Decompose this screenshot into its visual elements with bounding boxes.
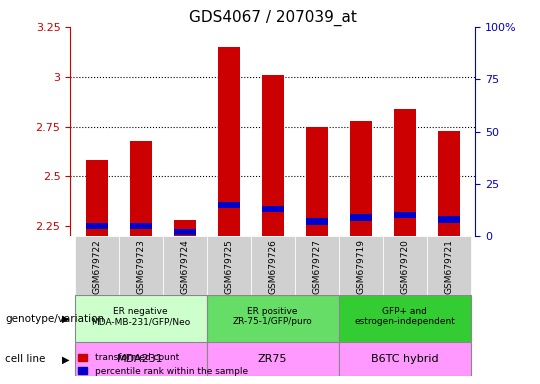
Bar <box>339 342 471 376</box>
Bar <box>174 220 195 236</box>
Bar <box>306 127 328 236</box>
Bar <box>262 206 284 212</box>
Bar <box>295 236 339 295</box>
Bar <box>438 131 460 236</box>
Bar <box>438 217 460 223</box>
Bar <box>262 75 284 236</box>
Bar <box>86 223 107 229</box>
Text: GSM679721: GSM679721 <box>444 239 453 294</box>
Bar <box>339 295 471 342</box>
Bar <box>218 47 240 236</box>
Bar <box>163 236 207 295</box>
Text: GSM679724: GSM679724 <box>180 239 189 294</box>
Title: GDS4067 / 207039_at: GDS4067 / 207039_at <box>189 9 356 25</box>
Bar <box>427 236 471 295</box>
Bar <box>207 342 339 376</box>
Bar <box>75 342 207 376</box>
Bar <box>394 109 416 236</box>
Bar <box>383 236 427 295</box>
Bar <box>339 236 383 295</box>
Text: B6TC hybrid: B6TC hybrid <box>371 354 438 364</box>
Text: ER positive
ZR-75-1/GFP/puro: ER positive ZR-75-1/GFP/puro <box>233 307 313 326</box>
Bar <box>350 121 372 236</box>
Text: genotype/variation: genotype/variation <box>5 314 105 324</box>
Text: GSM679725: GSM679725 <box>224 239 233 294</box>
Text: GSM679723: GSM679723 <box>136 239 145 294</box>
Text: GSM679722: GSM679722 <box>92 239 101 294</box>
Bar <box>218 202 240 208</box>
Bar <box>207 295 339 342</box>
Text: GSM679719: GSM679719 <box>356 239 365 294</box>
Text: GSM679720: GSM679720 <box>400 239 409 294</box>
Text: GFP+ and
estrogen-independent: GFP+ and estrogen-independent <box>354 307 455 326</box>
Bar <box>75 236 119 295</box>
Bar <box>251 236 295 295</box>
Bar <box>130 223 152 229</box>
Text: GSM679727: GSM679727 <box>312 239 321 294</box>
Bar <box>350 214 372 220</box>
Text: ▶: ▶ <box>62 354 70 364</box>
Bar <box>119 236 163 295</box>
Bar <box>86 161 107 236</box>
Bar <box>75 295 207 342</box>
Text: ER negative
MDA-MB-231/GFP/Neo: ER negative MDA-MB-231/GFP/Neo <box>91 307 190 326</box>
Text: ZR75: ZR75 <box>258 354 287 364</box>
Bar <box>306 218 328 225</box>
Text: MDA231: MDA231 <box>117 354 164 364</box>
Bar <box>394 212 416 218</box>
Text: ▶: ▶ <box>62 314 70 324</box>
Bar <box>207 236 251 295</box>
Bar <box>130 141 152 236</box>
Bar <box>174 229 195 235</box>
Legend: transformed count, percentile rank within the sample: transformed count, percentile rank withi… <box>75 350 251 379</box>
Text: GSM679726: GSM679726 <box>268 239 277 294</box>
Text: cell line: cell line <box>5 354 46 364</box>
